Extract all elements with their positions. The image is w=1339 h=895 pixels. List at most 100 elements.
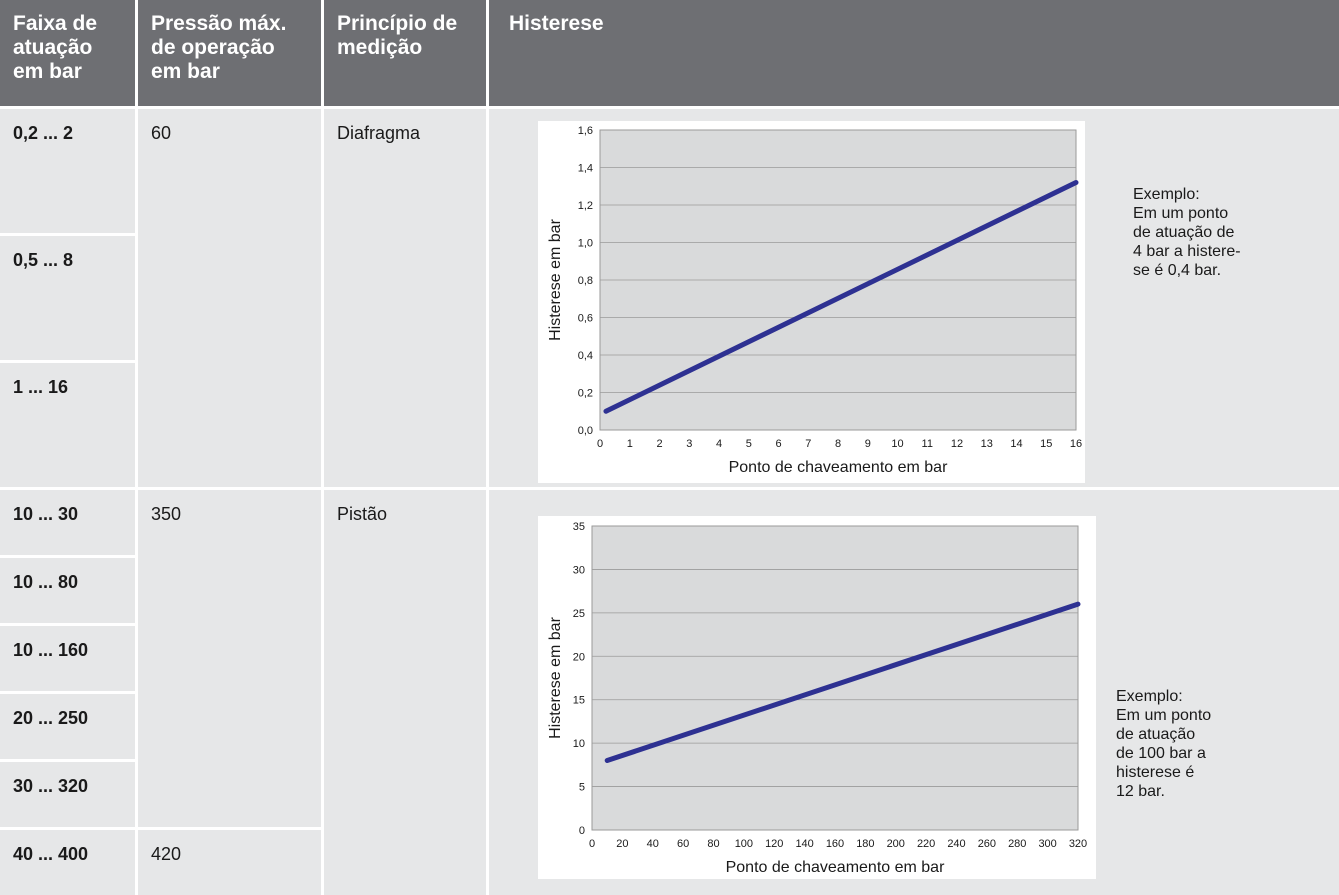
x-tick-label: 40 xyxy=(647,838,659,850)
example-line: de 100 bar a xyxy=(1116,745,1206,762)
x-tick-label: 120 xyxy=(765,838,783,850)
x-tick-label: 320 xyxy=(1069,838,1087,850)
header-line: Princípio de xyxy=(337,12,458,35)
x-tick-label: 12 xyxy=(951,438,963,450)
y-tick-label: 0,0 xyxy=(578,425,593,437)
y-tick-label: 10 xyxy=(573,738,585,750)
measuring-principle-cell: Diafragma xyxy=(324,109,486,487)
x-tick-label: 13 xyxy=(981,438,993,450)
header-measuring-principle: Princípio de medição xyxy=(324,0,486,106)
y-tick-label: 5 xyxy=(579,782,585,794)
x-tick-label: 5 xyxy=(746,438,752,450)
x-tick-label: 0 xyxy=(589,838,595,850)
x-tick-label: 4 xyxy=(716,438,722,450)
header-line: em bar xyxy=(13,60,82,83)
example-line: de atuação xyxy=(1116,726,1196,743)
hysteresis-line xyxy=(603,180,1079,414)
x-tick-label: 10 xyxy=(891,438,903,450)
range-cell: 1 ... 16 xyxy=(0,363,135,487)
plot-area xyxy=(591,525,1079,831)
header-line: em bar xyxy=(151,60,220,83)
y-tick-label: 0 xyxy=(579,825,585,837)
hysteresis-line xyxy=(604,601,1081,764)
x-tick-label: 20 xyxy=(616,838,628,850)
example-line: se é 0,4 bar. xyxy=(1133,262,1222,279)
hysteresis-chart-svg: 0 5 10 15 20 25 30 35 0 20 40 60 80 100 120 140 160 180 20… xyxy=(547,521,1087,876)
range-cell: 10 ... 30 xyxy=(0,490,135,555)
x-tick-label: 1 xyxy=(627,438,633,450)
header-line: Faixa de xyxy=(13,12,98,35)
x-tick-label: 160 xyxy=(826,838,844,850)
example-line: 12 bar. xyxy=(1116,783,1165,800)
x-tick-label: 200 xyxy=(887,838,905,850)
x-tick-label: 220 xyxy=(917,838,935,850)
example-note: Exemplo: Em um ponto de atuação de 4 bar… xyxy=(1133,185,1241,280)
hysteresis-chart-svg: 0,00,20,40,60,81,01,21,41,60 1 2 3 4 5 6 7 8 9 10 1… xyxy=(547,125,1082,476)
hysteresis-cell: 0,0 0,2 0,4 0,6 0,8 1,0 1,2 1,4 1,6 0 1 2 3 4 5 6 7 8 9 10 1… xyxy=(489,109,1339,487)
header-hysteresis: Histerese xyxy=(489,0,1339,106)
x-tick-label: 60 xyxy=(677,838,689,850)
example-note: Exemplo: Em um ponto de atuação de 100 b… xyxy=(1116,687,1211,801)
max-pressure-cell: 350 xyxy=(138,490,321,827)
x-tick-label: 260 xyxy=(978,838,996,850)
range-cell: 10 ... 80 xyxy=(0,558,135,623)
y-tick-label: 25 xyxy=(573,608,585,620)
x-tick-label: 300 xyxy=(1038,838,1056,850)
x-tick-label: 7 xyxy=(805,438,811,450)
x-tick-label: 9 xyxy=(865,438,871,450)
y-axis-label: Histerese em bar xyxy=(547,218,564,340)
example-line: Exemplo: xyxy=(1133,186,1200,203)
example-line: Exemplo: xyxy=(1116,688,1183,705)
header-line: Histerese xyxy=(509,12,604,35)
y-tick-label: 15 xyxy=(573,695,585,707)
y-tick-label: 1,0 xyxy=(578,238,593,250)
header-line: Pressão máx. xyxy=(151,12,287,35)
header-max-pressure: Pressão máx. de operação em bar xyxy=(138,0,321,106)
x-tick-label: 6 xyxy=(775,438,781,450)
x-axis-label: Ponto de chaveamento em bar xyxy=(726,859,945,876)
y-tick-label: 30 xyxy=(573,564,585,576)
x-tick-label: 14 xyxy=(1010,438,1022,450)
x-tick-label: 280 xyxy=(1008,838,1026,850)
y-axis-label: Histerese em bar xyxy=(547,616,564,738)
x-tick-label: 3 xyxy=(686,438,692,450)
x-tick-label: 140 xyxy=(795,838,813,850)
x-tick-label: 240 xyxy=(947,838,965,850)
header-actuation-range: Faixa de atuação em bar xyxy=(0,0,135,106)
example-line: histerese é xyxy=(1116,764,1195,781)
range-cell: 40 ... 400 xyxy=(0,830,135,895)
range-cell: 20 ... 250 xyxy=(0,694,135,759)
y-tick-label: 20 xyxy=(573,651,585,663)
max-pressure-cell: 420 xyxy=(138,830,321,895)
y-tick-label: 35 xyxy=(573,521,585,533)
range-cell: 0,5 ... 8 xyxy=(0,236,135,360)
y-tick-label: 0,2 xyxy=(578,388,593,400)
range-cell: 10 ... 160 xyxy=(0,626,135,691)
x-tick-label: 100 xyxy=(735,838,753,850)
x-tick-label: 16 xyxy=(1070,438,1082,450)
header-line: atuação xyxy=(13,36,93,59)
measuring-principle-cell: Pistão xyxy=(324,490,486,895)
header-line: de operação xyxy=(151,36,275,59)
hysteresis-chart: 0 5 10 15 20 25 30 35 0 20 40 60 80 100 120 140 160 180 20… xyxy=(538,516,1096,879)
y-tick-label: 0,6 xyxy=(578,313,593,325)
x-tick-label: 8 xyxy=(835,438,841,450)
example-line: 4 bar a histere- xyxy=(1133,243,1241,260)
hysteresis-cell: 0 5 10 15 20 25 30 35 0 20 40 60 80 100 120 140 160 180 20… xyxy=(489,490,1339,895)
x-tick-label: 2 xyxy=(656,438,662,450)
hysteresis-chart: 0,0 0,2 0,4 0,6 0,8 1,0 1,2 1,4 1,6 0 1 2 3 4 5 6 7 8 9 10 1… xyxy=(538,121,1085,483)
x-tick-label: 11 xyxy=(922,438,933,450)
example-line: Em um ponto xyxy=(1133,205,1229,222)
range-cell: 30 ... 320 xyxy=(0,762,135,827)
y-tick-label: 0,8 xyxy=(578,275,593,287)
x-axis-label: Ponto de chaveamento em bar xyxy=(729,459,948,476)
y-tick-label: 1,6 xyxy=(578,125,593,137)
range-cell: 0,2 ... 2 xyxy=(0,109,135,233)
max-pressure-cell: 60 xyxy=(138,109,321,487)
x-tick-label: 0 xyxy=(597,438,603,450)
y-tick-label: 0,4 xyxy=(578,350,593,362)
x-tick-label: 180 xyxy=(856,838,874,850)
x-tick-label: 80 xyxy=(707,838,719,850)
example-line: de atuação de xyxy=(1133,224,1235,241)
